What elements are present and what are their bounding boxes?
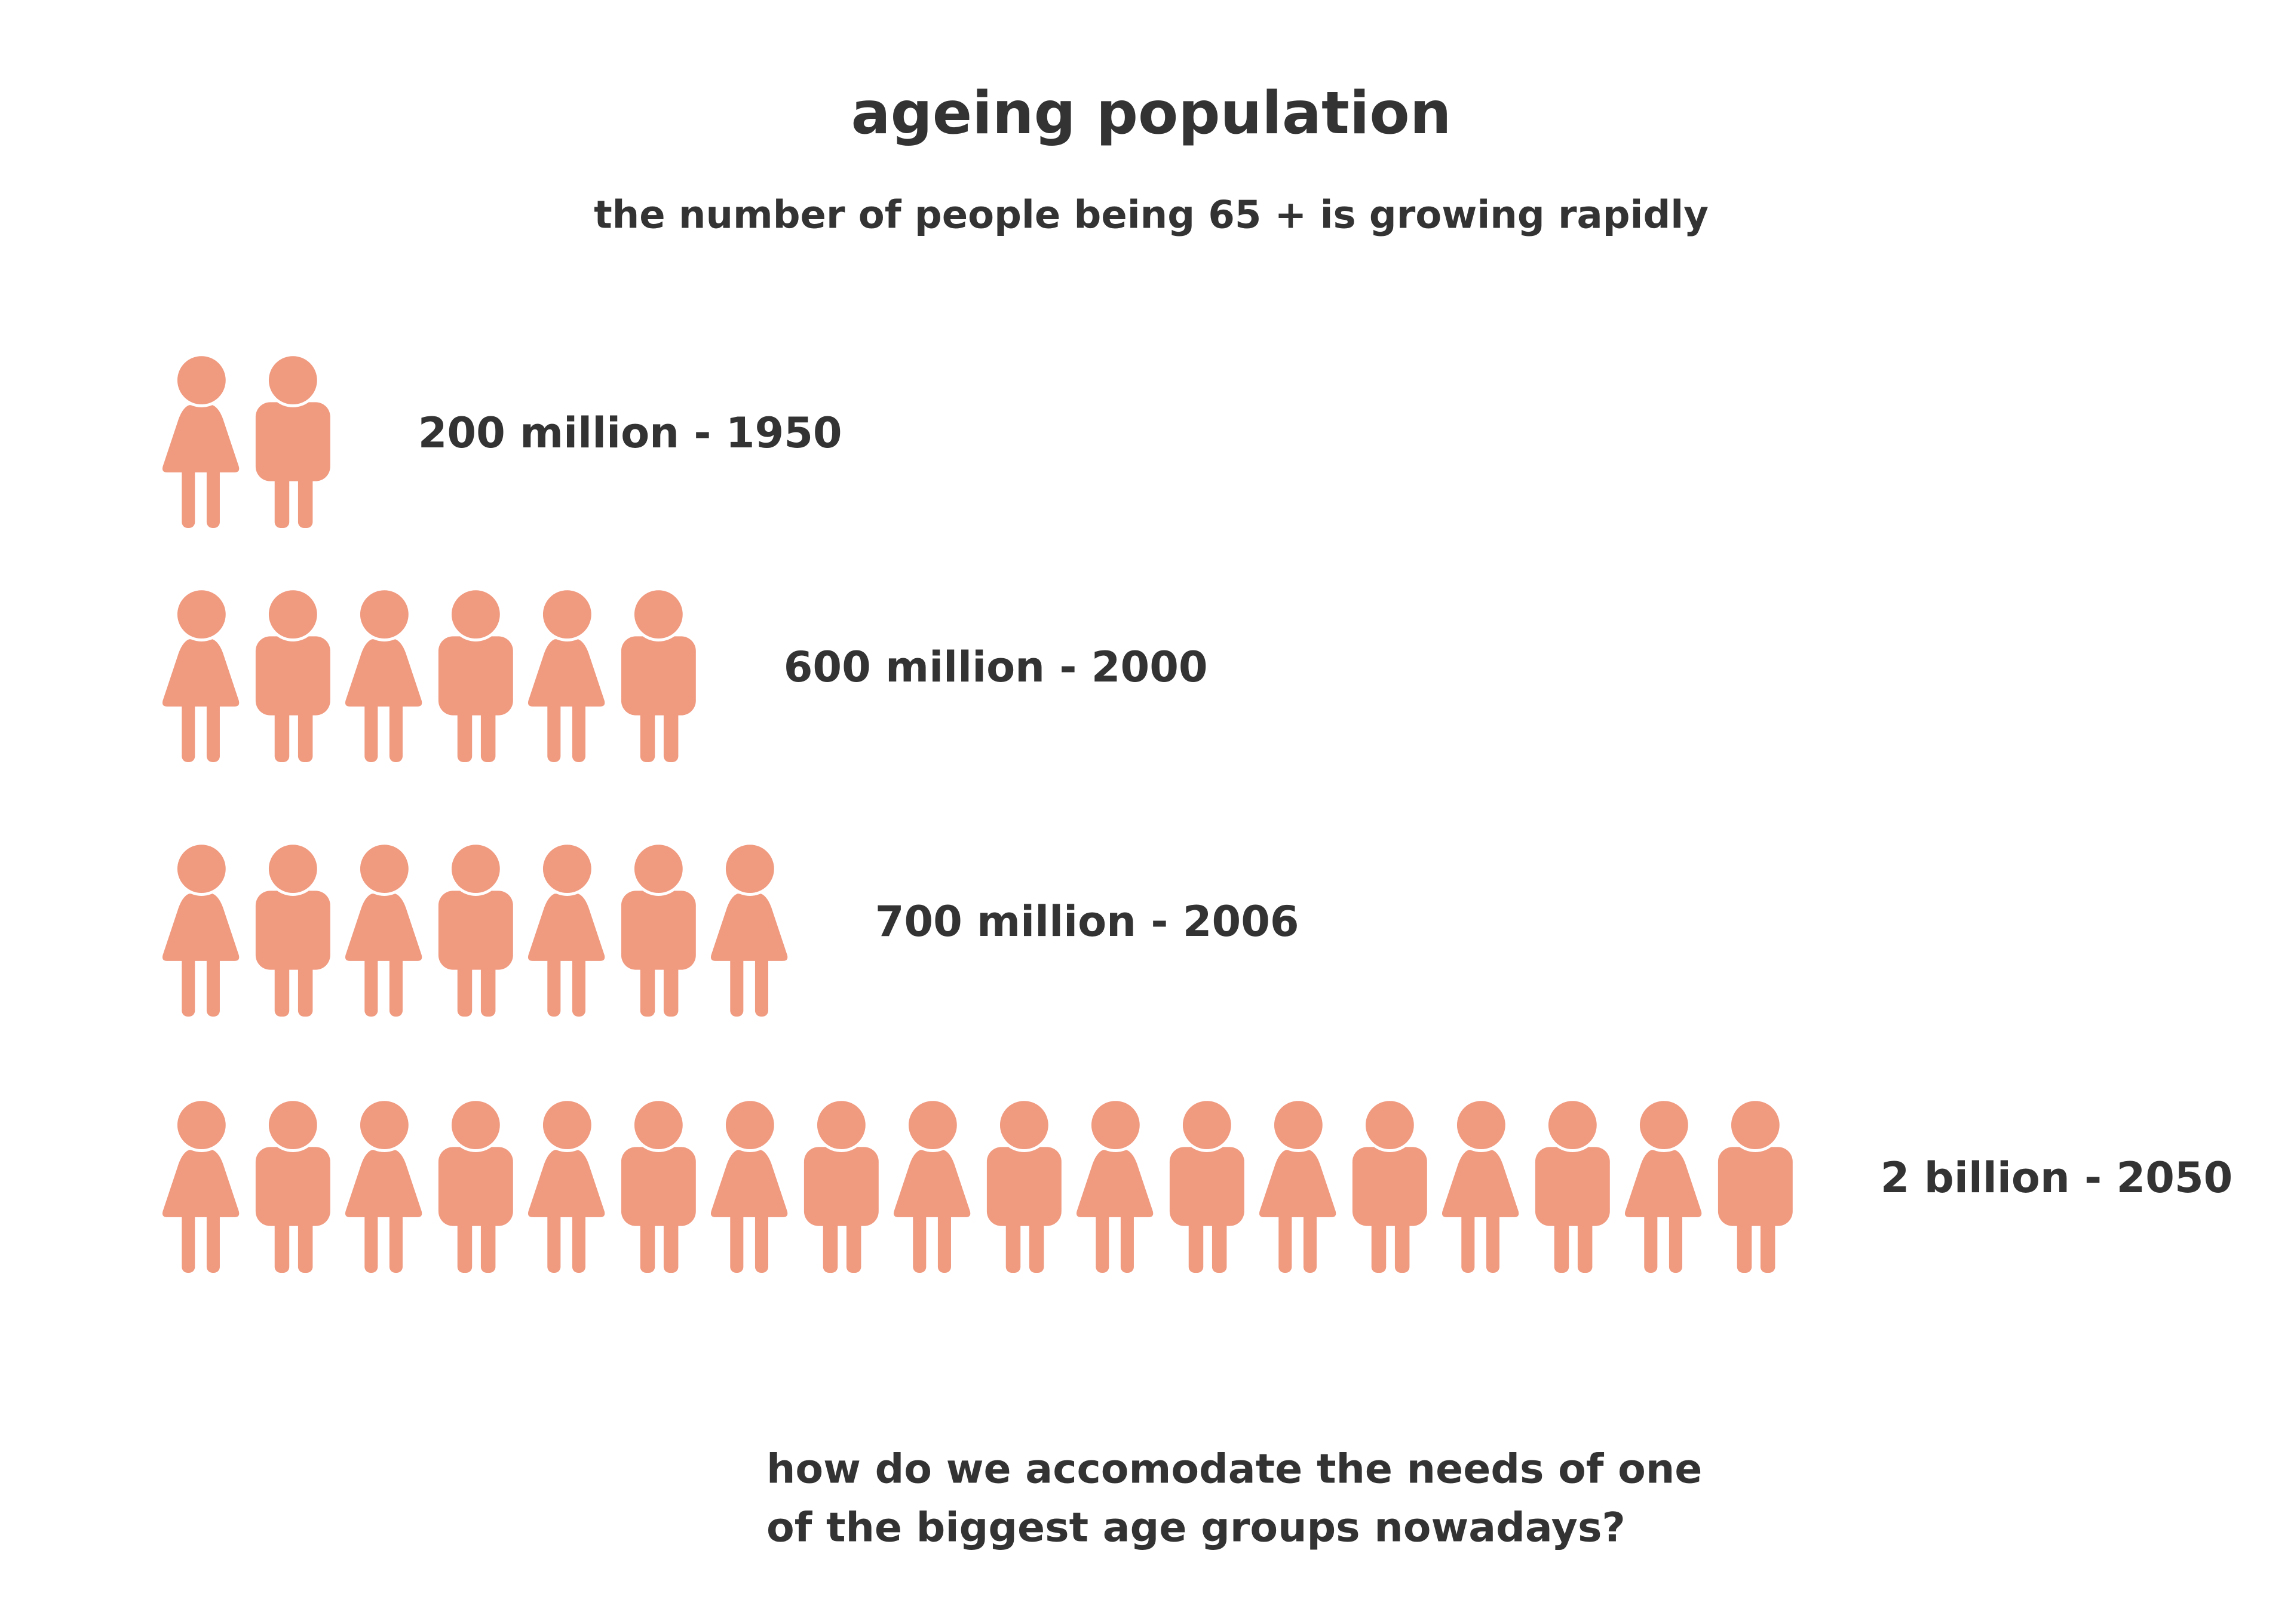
person-icon	[438, 842, 513, 1017]
person-icon	[803, 1098, 879, 1273]
person-icon	[255, 353, 330, 528]
person-icon	[710, 842, 788, 1017]
footnote-line: of the biggest age groups nowadays?	[766, 1505, 1626, 1552]
person-icon	[255, 842, 330, 1017]
person-icon	[528, 1098, 605, 1273]
row-label: 700 million - 2006	[875, 897, 1299, 946]
person-icon	[345, 842, 422, 1017]
person-icon	[710, 1098, 788, 1273]
person-icon	[162, 1098, 240, 1273]
person-icon	[438, 587, 513, 762]
person-icon	[1352, 1098, 1427, 1273]
footnote-line: how do we accomodate the needs of one	[766, 1446, 1702, 1493]
person-icon	[255, 1098, 330, 1273]
person-icon	[255, 587, 330, 762]
person-icon	[621, 587, 696, 762]
person-icon	[893, 1098, 971, 1273]
person-icon	[528, 587, 605, 762]
person-icon	[162, 842, 240, 1017]
icon-row	[162, 353, 330, 528]
person-icon	[1442, 1098, 1519, 1273]
person-icon	[528, 842, 605, 1017]
person-icon	[1718, 1098, 1793, 1273]
person-icon	[438, 1098, 513, 1273]
icon-row	[162, 1098, 1793, 1273]
row-label: 600 million - 2000	[784, 643, 1208, 692]
person-icon	[1076, 1098, 1154, 1273]
chart-title: ageing population	[851, 79, 1451, 148]
icon-row	[162, 842, 788, 1017]
person-icon	[162, 587, 240, 762]
person-icon	[1535, 1098, 1610, 1273]
chart-subtitle: the number of people being 65 + is growi…	[594, 194, 1709, 238]
person-icon	[1169, 1098, 1244, 1273]
person-icon	[162, 353, 240, 528]
person-icon	[1259, 1098, 1336, 1273]
person-icon	[345, 587, 422, 762]
person-icon	[986, 1098, 1062, 1273]
person-icon	[621, 1098, 696, 1273]
row-label: 200 million - 1950	[418, 409, 842, 458]
row-label: 2 billion - 2050	[1881, 1153, 2233, 1202]
icon-row	[162, 587, 696, 762]
person-icon	[345, 1098, 422, 1273]
person-icon	[1624, 1098, 1702, 1273]
person-icon	[621, 842, 696, 1017]
